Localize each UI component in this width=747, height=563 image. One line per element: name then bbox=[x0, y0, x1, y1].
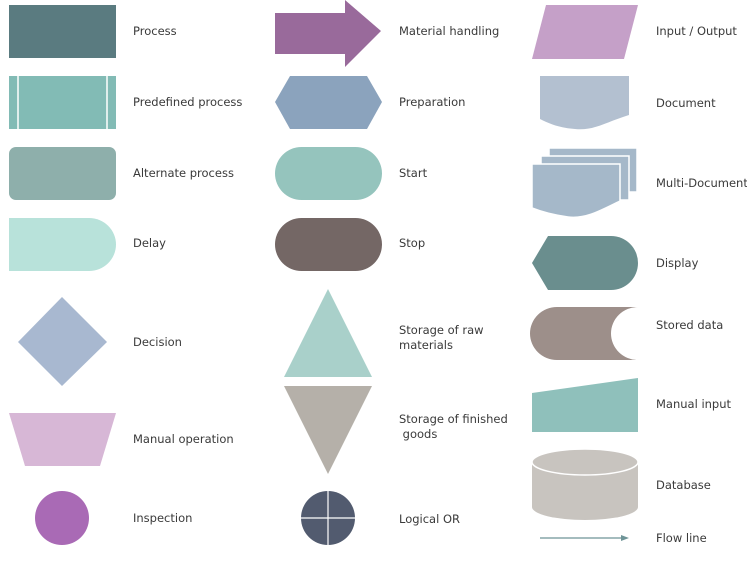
manual-input-shape bbox=[532, 378, 638, 432]
display-shape bbox=[532, 236, 638, 290]
logical-or-shape bbox=[301, 491, 355, 545]
storage-raw-materials-label-line2: materials bbox=[399, 338, 453, 352]
database-shape bbox=[531, 448, 639, 520]
material-handling-label: Material handling bbox=[399, 24, 500, 38]
preparation-shape bbox=[275, 76, 382, 129]
multi-document-label: Multi-Document bbox=[656, 176, 747, 190]
storage-finished-goods-shape bbox=[284, 386, 372, 474]
start-shape bbox=[275, 147, 382, 200]
stop-shape bbox=[275, 218, 382, 271]
storage-raw-materials-label-line1: Storage of raw bbox=[399, 323, 484, 337]
manual-input-label: Manual input bbox=[656, 397, 732, 411]
database-label: Database bbox=[656, 478, 711, 492]
flow-line-label: Flow line bbox=[656, 531, 707, 545]
process-shape bbox=[9, 5, 116, 58]
logical-or-label: Logical OR bbox=[399, 512, 460, 526]
flow-line-arrow bbox=[540, 535, 629, 541]
stored-data-shape bbox=[530, 307, 638, 360]
multi-document-shape bbox=[531, 147, 638, 219]
start-label: Start bbox=[399, 166, 428, 180]
display-label: Display bbox=[656, 256, 699, 270]
manual-operation-label: Manual operation bbox=[133, 432, 234, 446]
inspection-shape bbox=[35, 491, 89, 545]
process-label: Process bbox=[133, 24, 177, 38]
storage-finished-goods-label-line1: Storage of finished bbox=[399, 412, 508, 426]
decision-shape bbox=[18, 297, 107, 386]
predefined-process-label: Predefined process bbox=[133, 95, 243, 109]
document-label: Document bbox=[656, 96, 716, 110]
storage-raw-materials-shape bbox=[284, 289, 372, 377]
decision-label: Decision bbox=[133, 335, 182, 349]
material-handling-shape bbox=[275, 0, 381, 67]
alternate-process-shape bbox=[9, 147, 116, 200]
delay-label: Delay bbox=[133, 236, 166, 250]
inspection-label: Inspection bbox=[133, 511, 193, 525]
storage-finished-goods-label-line2: goods bbox=[399, 427, 438, 441]
manual-operation-shape bbox=[9, 413, 116, 466]
delay-shape bbox=[9, 218, 116, 271]
alternate-process-label: Alternate process bbox=[133, 166, 234, 180]
input-output-label: Input / Output bbox=[656, 24, 737, 38]
preparation-label: Preparation bbox=[399, 95, 466, 109]
stored-data-label: Stored data bbox=[656, 318, 724, 332]
document-shape bbox=[540, 76, 629, 130]
stop-label: Stop bbox=[399, 236, 426, 250]
input-output-shape bbox=[532, 5, 638, 59]
predefined-process-shape bbox=[9, 76, 116, 129]
